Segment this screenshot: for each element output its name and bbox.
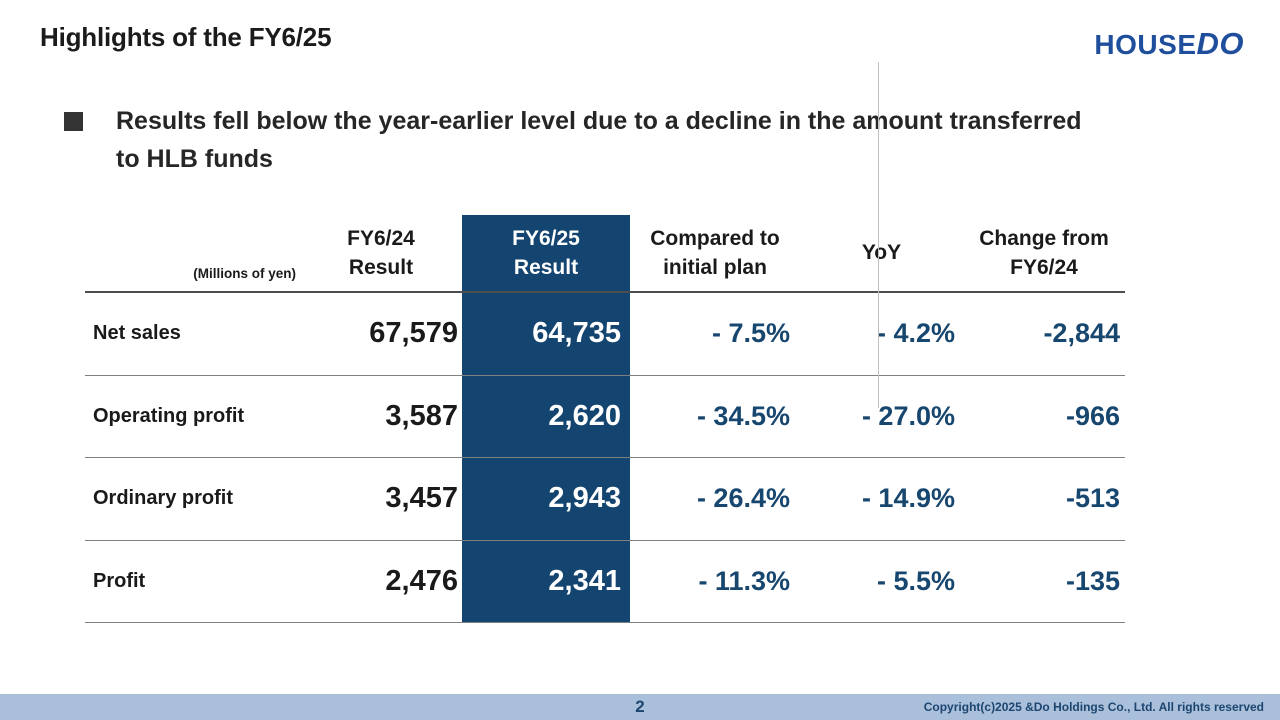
logo-house-text: HOUSE (1094, 29, 1197, 60)
bullet-square-icon (64, 112, 83, 131)
housedo-logo: HOUSEDO (1094, 26, 1244, 62)
operating-profit-vs-plan-value: - 34.5% (630, 376, 800, 458)
column-header-change-line1: Change from (979, 226, 1109, 250)
profit-vs-plan-value: - 11.3% (630, 541, 800, 623)
column-header-yoy: YoY (800, 215, 963, 293)
profit-change-value: -135 (963, 541, 1125, 623)
column-header-fy624-line2: Result (348, 256, 414, 279)
page-title: Highlights of the FY6/25 (40, 22, 332, 52)
page-number: 2 (635, 697, 645, 716)
profit-fy625-value: 2,341 (462, 540, 630, 623)
column-header-fy624-line1: FY6/24 (347, 226, 415, 250)
net-sales-fy625-value: 64,735 (462, 293, 630, 376)
column-header-fy624: FY6/24 Result (300, 215, 462, 293)
key-message: Results fell below the year-earlier leve… (64, 102, 1144, 178)
table-unit-note: (Millions of yen) (85, 215, 300, 293)
column-header-fy625: FY6/25 Result (462, 215, 630, 293)
column-header-vs-plan: Compared to initial plan (630, 215, 800, 293)
row-label-net-sales: Net sales (85, 293, 300, 376)
copyright-text: Copyright(c)2025 &Do Holdings Co., Ltd. … (923, 700, 1264, 714)
operating-profit-change-value: -966 (963, 376, 1125, 458)
column-divider (878, 62, 879, 408)
ordinary-profit-change-value: -513 (963, 458, 1125, 541)
column-header-fy625-line1: FY6/25 (512, 226, 580, 250)
ordinary-profit-fy624-value: 3,457 (300, 458, 462, 541)
net-sales-yoy-value: - 4.2% (800, 293, 963, 376)
net-sales-change-value: -2,844 (963, 293, 1125, 376)
ordinary-profit-yoy-value: - 14.9% (800, 458, 963, 541)
footer-bar: 2 Copyright(c)2025 &Do Holdings Co., Ltd… (0, 694, 1280, 720)
profit-yoy-value: - 5.5% (800, 541, 963, 623)
row-label-profit: Profit (85, 541, 300, 623)
results-table: (Millions of yen) FY6/24 Result FY6/25 R… (85, 215, 1125, 623)
logo-do-text: DO (1196, 26, 1244, 61)
column-header-fy625-line2: Result (513, 256, 579, 279)
row-label-ordinary-profit: Ordinary profit (85, 458, 300, 541)
operating-profit-fy625-value: 2,620 (462, 375, 630, 458)
column-header-vs-plan-line2: initial plan (663, 256, 767, 279)
column-header-change-line2: FY6/24 (1010, 256, 1078, 279)
operating-profit-fy624-value: 3,587 (300, 376, 462, 458)
column-header-vs-plan-line1: Compared to (650, 226, 780, 250)
net-sales-vs-plan-value: - 7.5% (630, 293, 800, 376)
column-header-change: Change from FY6/24 (963, 215, 1125, 293)
key-message-text: Results fell below the year-earlier leve… (116, 107, 1082, 173)
ordinary-profit-vs-plan-value: - 26.4% (630, 458, 800, 541)
operating-profit-yoy-value: - 27.0% (800, 376, 963, 458)
row-label-operating-profit: Operating profit (85, 376, 300, 458)
net-sales-fy624-value: 67,579 (300, 293, 462, 376)
profit-fy624-value: 2,476 (300, 541, 462, 623)
ordinary-profit-fy625-value: 2,943 (462, 458, 630, 541)
